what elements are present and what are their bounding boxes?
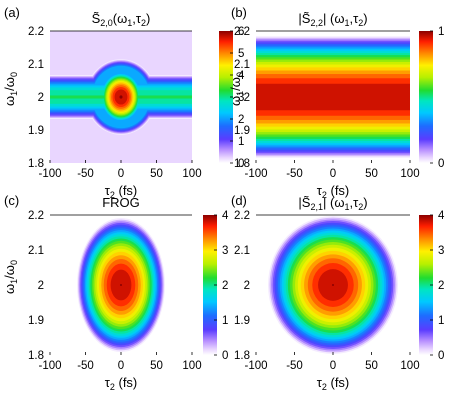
x-tick-label: -50	[77, 168, 94, 180]
y-tick-label: 2	[38, 92, 44, 104]
y-tick-label: 2.1	[234, 245, 250, 257]
panel-title: S̃2,0(ω1,τ2)	[92, 11, 151, 28]
x-tick-label: -100	[244, 360, 267, 372]
panel-title: |S̃2,2| (ω1,τ2)	[298, 11, 367, 28]
panel-label: (c)	[4, 193, 19, 208]
x-tick-label: -100	[38, 168, 61, 180]
panel-title: |S̃2,1| (ω1,τ2)	[298, 195, 367, 212]
y-tick-label: 2.2	[28, 26, 44, 38]
x-tick-label: 50	[365, 168, 378, 180]
y-tick-label: 1.9	[28, 125, 44, 137]
heatmap-area	[50, 215, 192, 355]
heatmap-area	[256, 31, 410, 163]
heatmap-area	[50, 31, 192, 163]
y-tick-label: 2.1	[28, 245, 44, 257]
y-tick-label: 2.2	[234, 26, 250, 38]
x-tick-label: 0	[118, 168, 124, 180]
x-tick-label: -50	[286, 168, 303, 180]
panel-label: (b)	[231, 5, 247, 20]
colorbar-tick-label: 1	[438, 26, 444, 38]
contour-level	[332, 284, 334, 286]
y-tick-label: 2	[244, 280, 250, 292]
y-tick-label: 2.1	[28, 59, 44, 71]
colorbar-tick-label: 1	[238, 136, 244, 148]
colorbar-tick-label: 0	[222, 350, 228, 362]
colorbar-tick-label: 1	[438, 315, 444, 327]
panel-3: -100 -50 0 50 100 1.8 1.9 2 2.1 2.2 τ2 (fs) ω1/ω0 FR…	[2, 193, 229, 392]
y-tick-label: 1.9	[28, 315, 44, 327]
colorbar-tick-label: 0	[438, 350, 444, 362]
x-tick-label: 50	[150, 168, 163, 180]
colorbar-tick-label: 5	[238, 48, 244, 60]
y-tick-label: 1.9	[234, 315, 250, 327]
colorbar-tick-label: 1	[222, 315, 228, 327]
panel-title: FROG	[102, 195, 140, 210]
colorbar-tick-label: 3	[222, 245, 228, 257]
colorbar-tick-label: 4	[438, 210, 445, 222]
panel-label: (a)	[4, 5, 20, 20]
heatmap-area	[256, 215, 410, 355]
colorbar-tick-label: 3	[438, 245, 444, 257]
x-tick-label: -50	[286, 360, 303, 372]
colorbar-gradient	[203, 215, 217, 355]
x-axis-label: τ2 (fs)	[317, 183, 350, 200]
colorbar-tick-label: 0	[238, 158, 244, 170]
x-tick-label: 100	[400, 360, 419, 372]
colorbar-tick-label: 6	[238, 26, 244, 38]
x-tick-label: 0	[330, 168, 336, 180]
x-tick-label: -100	[38, 360, 61, 372]
y-tick-label: 2.2	[28, 210, 44, 222]
x-tick-label: 50	[365, 360, 378, 372]
x-axis-label: τ2 (fs)	[105, 183, 138, 200]
panel-4: -100 -50 0 50 100 1.8 1.9 2 2.1 2.2 τ2 (fs) |S̃2,1|…	[231, 193, 445, 392]
colorbar-tick-label: 3	[238, 92, 244, 104]
x-axis-label: τ2 (fs)	[317, 375, 350, 392]
contour-level	[119, 95, 123, 99]
x-tick-label: 50	[150, 360, 163, 372]
colorbar-tick-label: 2	[222, 280, 228, 292]
panel-label: (d)	[231, 193, 247, 208]
y-tick-label: 1.8	[234, 158, 250, 170]
x-tick-label: 0	[118, 360, 124, 372]
colorbar-tick-label: 4	[238, 70, 245, 82]
colorbar-tick-label: 4	[222, 210, 229, 222]
x-tick-label: -50	[77, 360, 94, 372]
contour-band	[256, 83, 410, 111]
y-tick-label: 2.1	[234, 59, 250, 71]
x-tick-label: 100	[400, 168, 419, 180]
y-tick-label: 1.8	[234, 350, 250, 362]
colorbar: 01	[419, 26, 444, 170]
y-tick-label: 1.8	[28, 158, 44, 170]
y-tick-label: 2	[244, 92, 250, 104]
y-axis-label: ω1/ω0	[2, 72, 19, 106]
colorbar-tick-label: 2	[238, 114, 244, 126]
colorbar: 0 1 2 3 4	[203, 210, 229, 362]
y-tick-label: 1.9	[234, 125, 250, 137]
x-tick-label: -100	[244, 168, 267, 180]
x-axis-label: τ2 (fs)	[105, 375, 138, 392]
colorbar-tick-label: 2	[438, 280, 444, 292]
y-axis-label: ω1/ω0	[2, 260, 19, 294]
y-tick-label: 2.2	[234, 210, 250, 222]
colorbar-tick-label: 0	[438, 158, 444, 170]
colorbar-gradient	[219, 31, 233, 163]
colorbar-gradient	[419, 215, 433, 355]
colorbar-gradient	[419, 31, 433, 163]
x-tick-label: 0	[330, 360, 336, 372]
colorbar: 0 1 2 3 4 5 6	[219, 26, 245, 170]
x-tick-label: 100	[182, 360, 201, 372]
contour-level	[120, 284, 122, 286]
y-axis-label: ω1/ω0	[228, 72, 245, 106]
y-tick-label: 1.8	[28, 350, 44, 362]
y-tick-label: 2	[38, 280, 44, 292]
colorbar: 0 1 2 3 4	[419, 210, 445, 362]
x-tick-label: 100	[182, 168, 201, 180]
